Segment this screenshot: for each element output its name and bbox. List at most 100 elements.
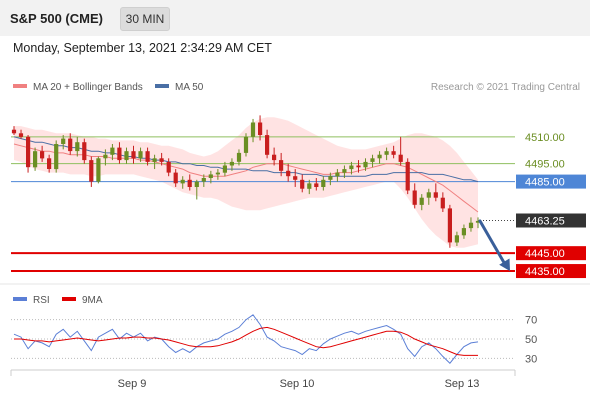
support-label: 4435.00 <box>525 266 565 278</box>
header-bar <box>0 0 590 36</box>
candle <box>258 122 263 135</box>
bollinger-legend-label: MA 20 + Bollinger Bands <box>33 82 143 93</box>
time-axis-labels: Sep 9 Sep 10 Sep 13 <box>118 378 480 390</box>
timeframe-button[interactable]: 30 MIN <box>120 7 170 31</box>
candle <box>293 176 298 180</box>
candle <box>229 161 234 166</box>
rsi-panel: 70 50 30 <box>11 314 537 365</box>
candle <box>222 165 227 173</box>
candle <box>89 160 94 182</box>
ma50-legend-label: MA 50 <box>175 82 204 93</box>
last-label: 4463.25 <box>525 216 565 228</box>
candle <box>300 179 305 189</box>
forecast-arrow-head <box>499 258 510 272</box>
candle <box>131 151 136 159</box>
rsi-ma-legend-label: 9MA <box>82 295 103 306</box>
pivot-label-box <box>516 174 586 189</box>
candle <box>145 151 150 162</box>
candle <box>286 170 291 177</box>
candle <box>138 151 143 159</box>
candle <box>447 208 452 243</box>
candle <box>82 142 87 161</box>
candle <box>328 176 333 180</box>
support-label: 4445.00 <box>525 248 565 260</box>
candle <box>201 178 206 182</box>
candle <box>454 235 459 243</box>
candle <box>307 183 312 189</box>
candle <box>61 138 66 144</box>
candle <box>356 165 361 168</box>
candle <box>321 179 326 187</box>
candle <box>103 154 108 159</box>
time-axis-label: Sep 9 <box>118 378 147 390</box>
candle <box>54 144 59 170</box>
bollinger-legend-swatch <box>13 84 27 88</box>
rsi-tick-label: 50 <box>525 334 537 346</box>
candle <box>215 172 220 175</box>
candle <box>243 136 249 153</box>
candle <box>26 136 31 168</box>
copyright-text: Research © 2021 Trading Central <box>431 82 580 93</box>
ma50-legend-swatch <box>155 84 169 88</box>
price-panel: 4510.00 4495.00 4485.00 4463.25 4445.00 4435.… <box>11 115 586 279</box>
candle <box>468 222 474 229</box>
candle <box>166 161 171 173</box>
candle <box>265 135 270 155</box>
resistance-label: 4495.00 <box>525 159 565 171</box>
candle <box>440 197 445 209</box>
candle <box>475 220 481 223</box>
candle <box>363 161 368 168</box>
chart-datetime: Monday, September 13, 2021 2:34:29 AM CE… <box>13 41 272 55</box>
pivot-label: 4485.00 <box>525 177 565 189</box>
candle <box>68 138 73 152</box>
candle <box>342 169 347 173</box>
candle <box>405 161 410 191</box>
candle <box>349 165 354 170</box>
rsi-tick-label: 70 <box>525 315 537 327</box>
ma20-line <box>13 143 479 213</box>
candle <box>117 147 122 161</box>
candle <box>75 142 80 152</box>
candle <box>314 183 319 187</box>
candle <box>433 192 438 198</box>
candle <box>208 174 213 178</box>
candle <box>419 197 424 205</box>
candle <box>250 122 256 137</box>
support-label-box <box>516 264 586 279</box>
candle <box>384 151 389 155</box>
candle <box>426 192 431 198</box>
resistance-label: 4510.00 <box>525 132 565 144</box>
candle <box>335 172 340 177</box>
candle <box>40 151 45 159</box>
candle <box>152 158 157 162</box>
candle <box>96 158 101 182</box>
rsi-legend-swatch <box>13 297 27 301</box>
candle <box>279 160 284 171</box>
candle <box>412 190 417 205</box>
forecast-arrow-shaft <box>478 219 508 268</box>
candle <box>124 151 129 161</box>
time-axis-label: Sep 10 <box>280 378 315 390</box>
candle <box>370 158 375 162</box>
instrument-title: S&P 500 (CME) <box>10 11 103 26</box>
last-label-box <box>516 213 586 228</box>
rsi-ma-line <box>14 326 478 356</box>
candle <box>11 129 17 134</box>
rsi-legend-label: RSI <box>33 295 50 306</box>
candle <box>18 133 24 137</box>
candle <box>194 181 199 187</box>
candle <box>461 228 466 236</box>
candle <box>377 154 382 159</box>
candle <box>173 172 178 184</box>
candle <box>33 151 38 168</box>
rsi-ma-legend-swatch <box>62 297 76 301</box>
candle <box>159 158 164 162</box>
candle <box>110 147 115 155</box>
bollinger-band <box>14 117 478 248</box>
candle <box>180 179 185 184</box>
ma50-line <box>13 136 479 183</box>
rsi-tick-label: 30 <box>525 353 537 365</box>
candle <box>47 158 52 169</box>
support-label-box <box>516 246 586 261</box>
